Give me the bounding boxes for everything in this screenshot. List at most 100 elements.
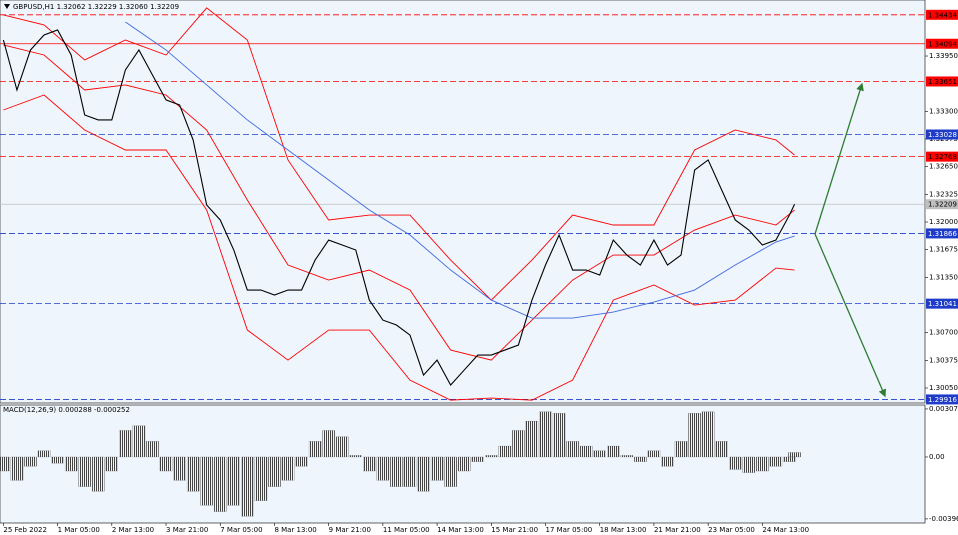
macd-bar	[376, 456, 390, 481]
macd-bar	[308, 441, 322, 458]
level-label-box	[926, 228, 958, 239]
down-arrow	[814, 233, 887, 398]
x-tick-label: 17 Mar 05:00	[546, 526, 593, 534]
level-label-box	[926, 76, 958, 87]
macd-bar	[200, 456, 213, 506]
macd-bar	[254, 456, 268, 501]
macd-bar	[0, 456, 10, 472]
x-tick-label: 11 Mar 05:00	[383, 526, 430, 534]
indicator-line	[3, 44, 795, 361]
macd-title: MACD(12,26,9) 0.000288 -0.000252	[3, 406, 130, 414]
macd-bar	[417, 456, 430, 492]
up-arrow	[814, 82, 864, 235]
macd-bar	[593, 450, 606, 458]
indicator-line	[3, 7, 795, 301]
y-tick-label: 1.30375	[929, 356, 958, 364]
y-tick-label: 1.32650	[929, 163, 958, 171]
x-tick-label: 8 Mar 13:00	[274, 526, 316, 534]
macd-bar	[268, 456, 281, 487]
y-tick-label: 1.30700	[929, 329, 958, 337]
level-label-box	[926, 199, 958, 210]
macd-bar	[37, 450, 51, 458]
macd-bar	[214, 456, 227, 512]
chart-title: GBPUSD,H1 1.32062 1.32229 1.32060 1.3220…	[13, 3, 179, 11]
macd-bar	[566, 441, 579, 458]
y-tick-label: 0.00	[929, 453, 945, 461]
macd-bar	[620, 455, 634, 458]
macd-bar	[634, 456, 647, 462]
macd-bar	[295, 456, 308, 467]
indicator-line	[3, 94, 795, 401]
macd-bar	[132, 425, 146, 458]
macd-bar	[756, 456, 769, 472]
macd-bar	[119, 430, 132, 458]
level-label: 1.31866	[928, 230, 957, 238]
macd-bar	[674, 441, 688, 458]
macd-bar	[64, 456, 78, 472]
x-tick-label: 9 Mar 21:00	[329, 526, 371, 534]
y-tick-label: 1.31675	[929, 246, 958, 254]
macd-bar	[661, 456, 674, 467]
macd-bar	[159, 456, 173, 472]
macd-bar	[444, 456, 457, 487]
macd-bar	[78, 456, 91, 487]
x-tick-label: 14 Mar 13:00	[437, 526, 484, 534]
x-tick-label: 24 Mar 13:00	[762, 526, 809, 534]
macd-bar	[24, 456, 37, 467]
level-label: 1.29916	[928, 396, 957, 404]
macd-bar	[349, 455, 362, 458]
y-tick-label: 1.31350	[929, 273, 958, 281]
x-tick-label: 15 Mar 21:00	[491, 526, 538, 534]
macd-bar	[788, 452, 801, 458]
x-tick-label: 1 Mar 05:00	[58, 526, 100, 534]
y-tick-label: 1.33950	[929, 52, 958, 60]
macd-bar	[241, 456, 254, 517]
macd-bar	[607, 445, 620, 458]
x-tick-label: 23 Mar 05:00	[708, 526, 755, 534]
macd-bar	[552, 413, 566, 458]
symbol-dropdown[interactable]	[4, 4, 10, 9]
macd-bar	[227, 456, 240, 506]
x-tick-label: 25 Feb 2022	[3, 526, 47, 534]
y-tick-label: 0.003077	[929, 405, 958, 413]
macd-bar	[729, 456, 742, 470]
macd-bar	[336, 436, 349, 458]
y-tick-label: 1.32325	[929, 190, 958, 198]
level-label-box	[926, 129, 958, 140]
macd-bar	[92, 456, 105, 492]
macd-bar	[457, 456, 471, 472]
y-tick-label: -0.003968	[929, 515, 958, 523]
macd-bar	[173, 456, 186, 481]
macd-bar	[688, 413, 701, 458]
macd-bar	[647, 450, 661, 458]
price-line	[2, 29, 796, 386]
macd-bar	[783, 456, 796, 462]
x-tick-label: 18 Mar 13:00	[600, 526, 647, 534]
macd-bar	[51, 456, 64, 464]
macd-bar	[281, 456, 295, 481]
x-tick-label: 3 Mar 21:00	[166, 526, 208, 534]
macd-bar	[512, 430, 525, 458]
macd-bar	[579, 445, 593, 458]
x-tick-label: 7 Mar 05:00	[220, 526, 262, 534]
level-label-box	[926, 394, 958, 405]
macd-bar	[539, 411, 552, 458]
macd-bar	[105, 456, 119, 472]
macd-bar	[10, 456, 24, 481]
macd-bar	[403, 456, 417, 487]
x-tick-label: 21 Mar 21:00	[654, 526, 701, 534]
forecast-arrows	[814, 82, 887, 398]
plot-layer: 1.30050 1.30375 1.30700 1.31350 1.31675 1.320…	[0, 7, 958, 534]
macd-bar	[715, 441, 728, 458]
macd-bar	[701, 411, 715, 458]
macd-bar	[742, 456, 756, 473]
level-label: 1.32768	[928, 153, 957, 161]
macd-bar	[363, 456, 376, 472]
macd-bar	[146, 441, 159, 458]
x-tick-label: 2 Mar 13:00	[112, 526, 154, 534]
level-label: 1.33651	[928, 78, 957, 86]
macd-bar	[769, 456, 783, 467]
macd-bar	[471, 456, 484, 462]
level-label: 1.34434	[928, 11, 957, 19]
